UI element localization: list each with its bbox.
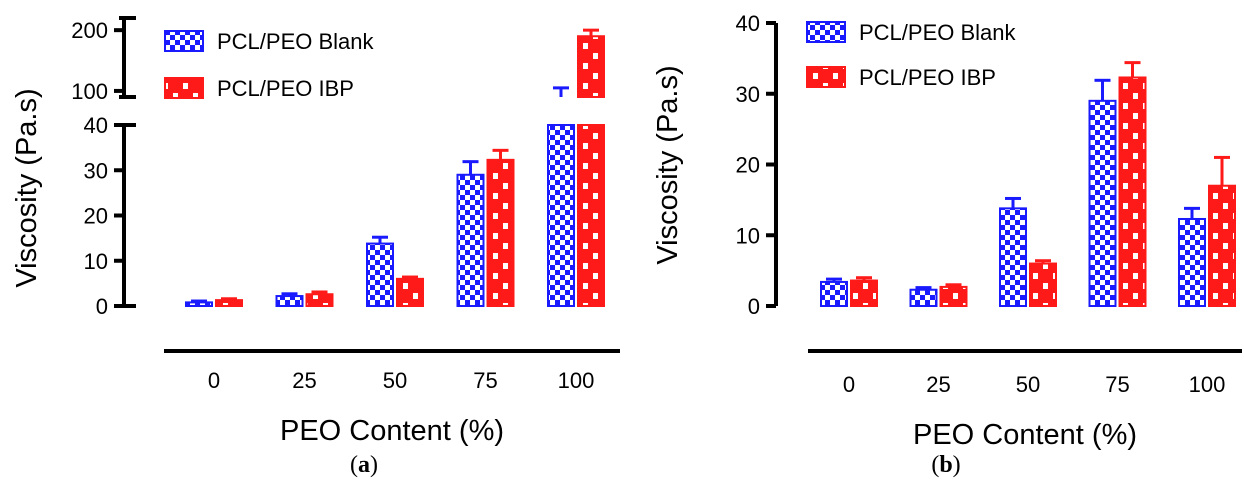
bar bbox=[215, 299, 243, 307]
chart-panel-b: 0 10 20 30 40 0 25 50 75 100 PCL/PEO Blank PCL/PEO … bbox=[652, 11, 1242, 478]
x-tick-label: 25 bbox=[926, 372, 950, 397]
y-axis-title: Viscosity (Pa.s) bbox=[11, 88, 43, 287]
x-tick-label: 0 bbox=[843, 372, 855, 397]
bar bbox=[850, 279, 878, 307]
legend-swatch bbox=[806, 21, 846, 43]
x-tick-label: 75 bbox=[473, 368, 497, 393]
y-tick-label: 40 bbox=[736, 11, 760, 36]
x-tick-label: 100 bbox=[558, 368, 595, 393]
bar bbox=[185, 301, 213, 308]
bar bbox=[1178, 217, 1206, 307]
bar bbox=[396, 277, 424, 308]
legend-label: PCL/PEO Blank bbox=[217, 29, 375, 54]
bar bbox=[275, 295, 304, 308]
x-tick-label: 25 bbox=[292, 368, 316, 393]
y-axis-title: Viscosity (Pa.s) bbox=[652, 65, 684, 264]
y-tick-label: 20 bbox=[84, 204, 108, 229]
bar bbox=[577, 35, 605, 98]
legend-label: PCL/PEO IBP bbox=[859, 65, 996, 90]
bar bbox=[909, 288, 938, 308]
legend-label: PCL/PEO IBP bbox=[217, 76, 354, 101]
x-tick-label: 100 bbox=[1189, 372, 1226, 397]
bar bbox=[366, 242, 394, 307]
legend-swatch bbox=[164, 77, 204, 99]
bar bbox=[939, 285, 968, 307]
bar bbox=[1088, 99, 1117, 307]
bar bbox=[486, 158, 515, 307]
bar bbox=[547, 124, 575, 307]
y-tick-label: 10 bbox=[84, 249, 108, 274]
x-tick-label: 0 bbox=[208, 368, 220, 393]
legend-swatch bbox=[164, 30, 204, 52]
x-axis-title: PEO Content (%) bbox=[913, 419, 1137, 451]
y-tick-label: 0 bbox=[748, 294, 760, 319]
y-tick-label: 10 bbox=[736, 223, 760, 248]
y-tick-label: 40 bbox=[84, 113, 108, 138]
y-tick-label: 100 bbox=[71, 79, 108, 104]
bar bbox=[1029, 262, 1057, 307]
bar bbox=[820, 280, 848, 308]
y-tick-label: 200 bbox=[71, 18, 108, 43]
y-tick-label: 20 bbox=[736, 153, 760, 178]
bar bbox=[305, 293, 334, 307]
legend-swatch bbox=[806, 66, 846, 88]
bar bbox=[577, 124, 605, 307]
bar bbox=[1208, 184, 1236, 308]
bar bbox=[456, 173, 485, 307]
x-tick-label: 50 bbox=[1016, 372, 1040, 397]
x-tick-label: 75 bbox=[1105, 372, 1129, 397]
y-tick-label: 0 bbox=[96, 294, 108, 319]
bar bbox=[999, 207, 1027, 308]
y-tick-label: 30 bbox=[736, 82, 760, 107]
y-tick-label: 30 bbox=[84, 158, 108, 183]
chart-panel-a: 0 10 20 30 40 100 200 0 25 50 75 100 PCL/PEO Blank PC… bbox=[11, 16, 620, 478]
panel-label: (b) bbox=[931, 452, 960, 478]
x-tick-label: 50 bbox=[383, 368, 407, 393]
x-axis-title: PEO Content (%) bbox=[280, 415, 504, 447]
bar bbox=[1118, 76, 1147, 308]
panel-label: (a) bbox=[350, 452, 378, 478]
legend-label: PCL/PEO Blank bbox=[859, 20, 1017, 45]
